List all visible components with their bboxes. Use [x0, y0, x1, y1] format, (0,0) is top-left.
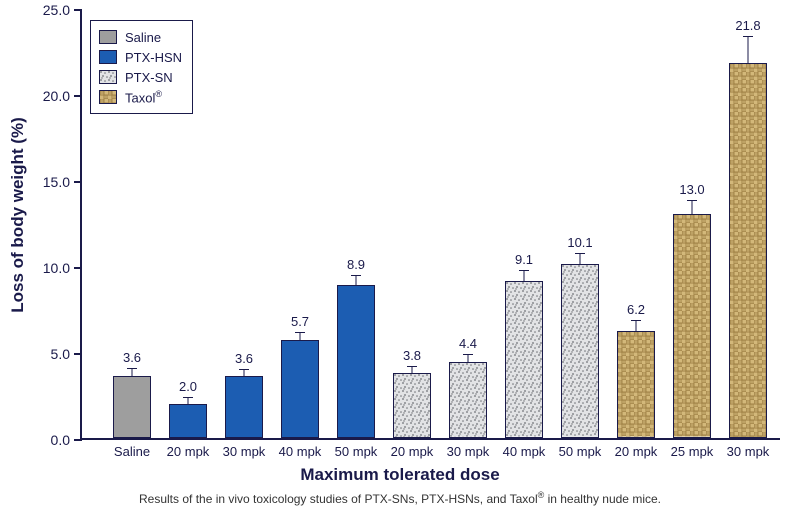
error-bar — [692, 201, 693, 215]
x-tick-label: 25 mpk — [671, 444, 714, 459]
x-tick-label: Saline — [114, 444, 150, 459]
x-tick-label: 40 mpk — [503, 444, 546, 459]
x-tick-label: 30 mpk — [447, 444, 490, 459]
error-bar-cap — [463, 354, 473, 355]
x-axis-label: Maximum tolerated dose — [300, 465, 499, 485]
legend-item: Taxol® — [99, 87, 182, 107]
bar — [169, 404, 207, 438]
x-tick-label: 20 mpk — [615, 444, 658, 459]
legend-swatch — [99, 70, 117, 84]
bar — [729, 63, 767, 438]
error-bar — [244, 370, 245, 376]
legend: Saline PTX-HSN PTX-SN Taxol® — [90, 20, 193, 114]
error-bar — [636, 321, 637, 331]
error-bar-cap — [127, 368, 137, 369]
bar — [225, 376, 263, 438]
y-tick — [74, 95, 82, 97]
x-tick-label: 50 mpk — [559, 444, 602, 459]
y-tick-label: 0.0 — [51, 432, 70, 448]
y-tick — [74, 439, 82, 441]
error-bar-cap — [743, 36, 753, 37]
error-bar — [188, 398, 189, 403]
error-bar-cap — [519, 270, 529, 271]
legend-item: PTX-SN — [99, 67, 182, 87]
chart-caption: Results of the in vivo toxicology studie… — [139, 490, 661, 506]
x-tick-label: 40 mpk — [279, 444, 322, 459]
bar — [337, 285, 375, 438]
error-bar-cap — [687, 200, 697, 201]
bar — [561, 264, 599, 438]
bar — [393, 373, 431, 438]
bar-value-label: 3.8 — [403, 348, 421, 363]
error-bar — [524, 271, 525, 281]
legend-swatch — [99, 90, 117, 104]
bar — [617, 331, 655, 438]
bar-value-label: 3.6 — [235, 351, 253, 366]
chart-container: Loss of body weight (%) 0.0 5.0 10.0 15.0 20… — [0, 0, 800, 512]
y-tick — [74, 353, 82, 355]
y-tick — [74, 181, 82, 183]
y-tick — [74, 267, 82, 269]
bar — [281, 340, 319, 438]
error-bar — [356, 276, 357, 285]
error-bar-cap — [239, 369, 249, 370]
bar — [449, 362, 487, 438]
error-bar-cap — [183, 397, 193, 398]
bar — [673, 214, 711, 438]
bar-value-label: 5.7 — [291, 314, 309, 329]
y-tick-label: 20.0 — [43, 88, 70, 104]
error-bar — [412, 367, 413, 373]
x-tick-label: 20 mpk — [391, 444, 434, 459]
x-tick-label: 50 mpk — [335, 444, 378, 459]
error-bar — [580, 254, 581, 264]
bar-value-label: 6.2 — [627, 302, 645, 317]
y-tick-label: 5.0 — [51, 346, 70, 362]
bar-value-label: 8.9 — [347, 257, 365, 272]
legend-label: PTX-SN — [125, 70, 173, 85]
legend-swatch — [99, 30, 117, 44]
error-bar-cap — [295, 332, 305, 333]
error-bar-cap — [407, 366, 417, 367]
bar-value-label: 13.0 — [679, 182, 704, 197]
bar-value-label: 4.4 — [459, 336, 477, 351]
error-bar — [748, 37, 749, 63]
error-bar-cap — [351, 275, 361, 276]
bar-value-label: 9.1 — [515, 252, 533, 267]
error-bar — [132, 369, 133, 376]
y-axis-label: Loss of body weight (%) — [8, 117, 28, 313]
bar — [113, 376, 151, 438]
legend-label: Saline — [125, 30, 161, 45]
bar — [505, 281, 543, 438]
bar-value-label: 2.0 — [179, 379, 197, 394]
legend-label: Taxol® — [125, 89, 162, 105]
legend-item: PTX-HSN — [99, 47, 182, 67]
x-tick-label: 30 mpk — [727, 444, 770, 459]
x-tick-label: 30 mpk — [223, 444, 266, 459]
legend-item: Saline — [99, 27, 182, 47]
legend-label: PTX-HSN — [125, 50, 182, 65]
bar-value-label: 21.8 — [735, 18, 760, 33]
legend-swatch — [99, 50, 117, 64]
x-tick-label: 20 mpk — [167, 444, 210, 459]
error-bar-cap — [631, 320, 641, 321]
bar-value-label: 3.6 — [123, 350, 141, 365]
error-bar — [300, 333, 301, 340]
y-tick-label: 25.0 — [43, 2, 70, 18]
error-bar — [468, 355, 469, 362]
y-tick-label: 15.0 — [43, 174, 70, 190]
y-tick — [74, 9, 82, 11]
y-tick-label: 10.0 — [43, 260, 70, 276]
bar-value-label: 10.1 — [567, 235, 592, 250]
error-bar-cap — [575, 253, 585, 254]
